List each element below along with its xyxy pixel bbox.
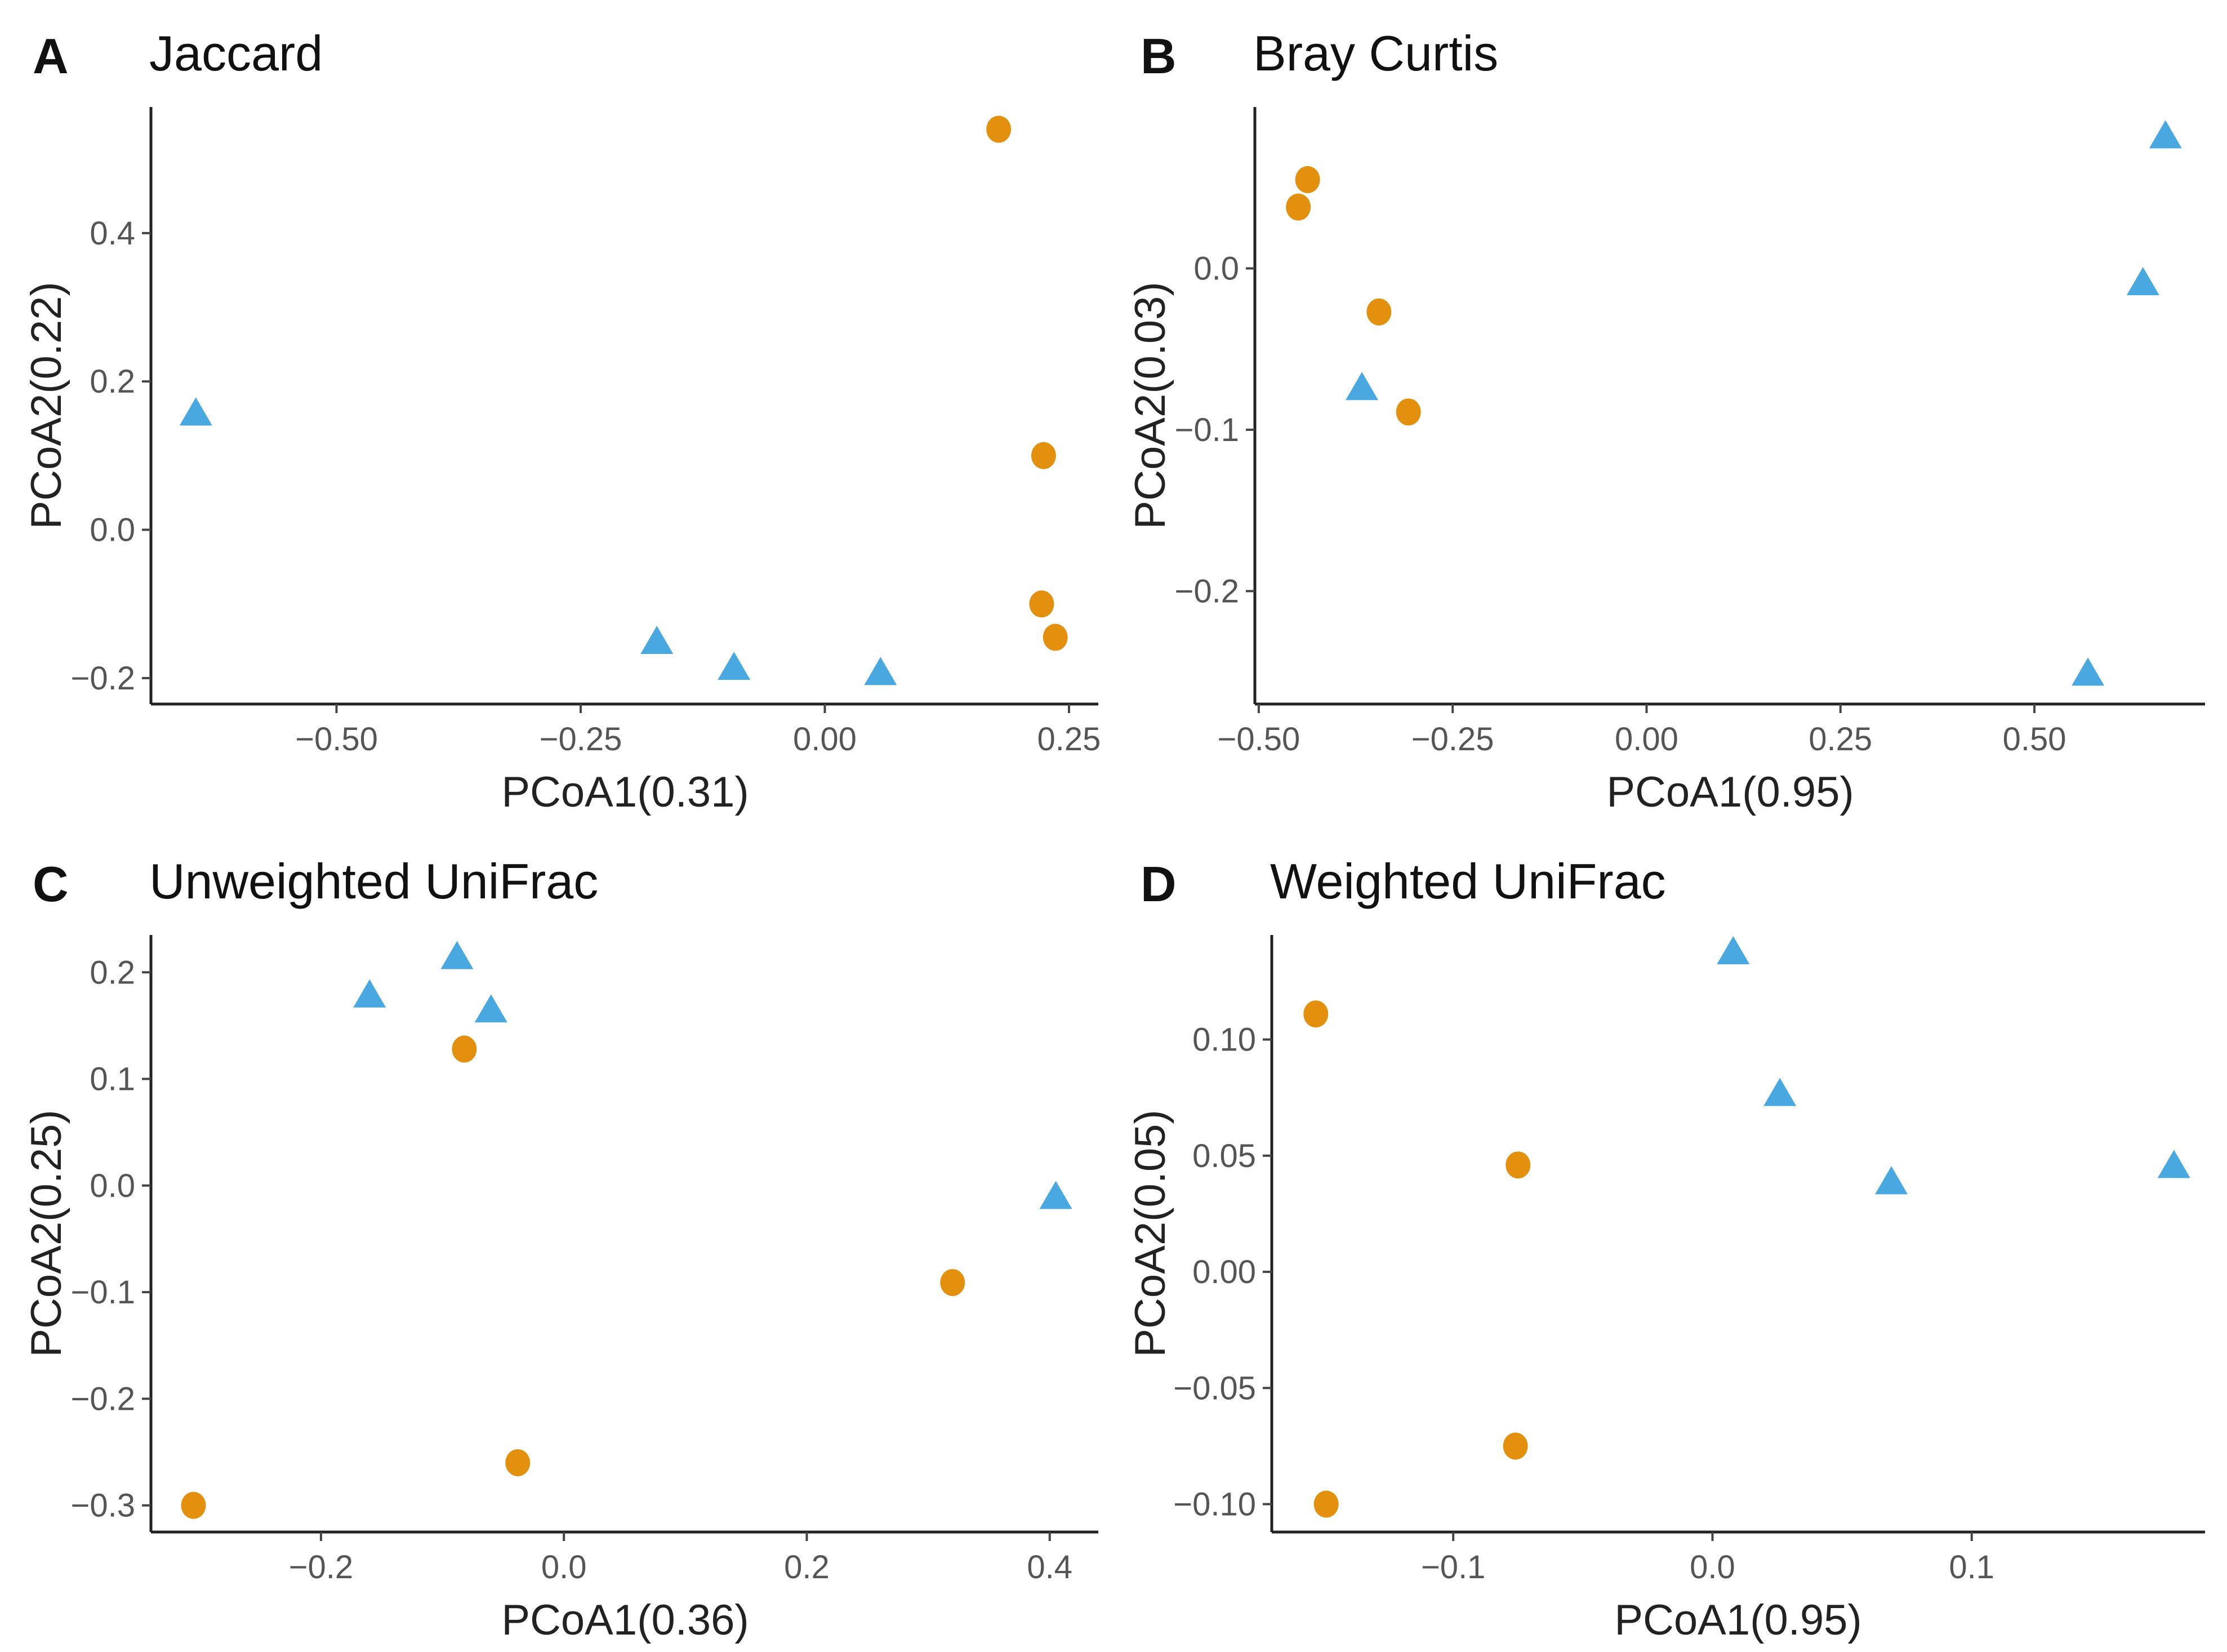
panel-b-points: [1286, 120, 2182, 686]
panel-a-triangle-point: [179, 397, 212, 426]
panel-b-triangle-point: [2072, 657, 2105, 686]
panel-c-circle-point: [452, 1035, 477, 1063]
panel-d-title: Weighted UniFrac: [1270, 853, 1666, 909]
panel-b-triangle-point: [2149, 120, 2182, 149]
panel-a-title: Jaccard: [149, 25, 323, 81]
panel-a-points: [179, 115, 1068, 685]
panel-b-triangle-point: [2126, 267, 2159, 296]
panel-a-circle-point: [986, 115, 1012, 143]
panel-d-points: [1303, 936, 2190, 1518]
panel-b-circle-point: [1396, 398, 1421, 426]
panel-c-letter: C: [33, 856, 69, 912]
panel-c-y-tick-label: 0.0: [90, 1168, 135, 1204]
panel-a-circle-point: [1031, 442, 1056, 469]
panel-c-xlabel: PCoA1(0.36): [501, 1596, 749, 1644]
panel-a-y-tick-label: 0.4: [90, 215, 135, 252]
panel-c-ylabel: PCoA2(0.25): [23, 1110, 70, 1357]
panel-b-y-tick-label: −0.2: [1175, 573, 1240, 609]
panel-d-x-ticks: −0.1 0.0 0.1: [1421, 1532, 1994, 1586]
panel-d-triangle-point: [1875, 1166, 1908, 1195]
panel-a-x-ticks: −0.50 −0.25 0.00 0.25: [295, 704, 1101, 758]
panel-c: C Unweighted UniFrac PCoA1(0.36) PCoA2(0…: [23, 853, 1098, 1644]
panel-d-triangle-point: [1763, 1077, 1797, 1106]
panel-b-x-tick-label: −0.50: [1218, 721, 1300, 758]
panel-c-x-tick-label: 0.4: [1027, 1549, 1072, 1586]
panel-a-y-tick-label: −0.2: [71, 660, 136, 697]
panel-c-triangle-point: [1039, 1181, 1072, 1209]
panel-d-circle-point: [1503, 1432, 1528, 1460]
panel-b-x-tick-label: −0.25: [1411, 721, 1494, 758]
panel-a-triangle-point: [718, 652, 751, 680]
panel-d-xlabel: PCoA1(0.95): [1614, 1596, 1861, 1644]
panel-a-triangle-point: [640, 626, 674, 654]
panel-b-y-tick-label: −0.1: [1175, 412, 1240, 448]
panel-b-title: Bray Curtis: [1253, 25, 1498, 81]
panel-d-x-tick-label: 0.0: [1690, 1549, 1735, 1586]
panel-c-triangle-point: [353, 979, 386, 1008]
panel-c-circle-point: [181, 1491, 206, 1519]
panel-d-circle-point: [1303, 1000, 1329, 1028]
panel-c-y-ticks: −0.3 −0.2 −0.1 0.0 0.1 0.2: [71, 954, 151, 1524]
panel-d-x-tick-label: −0.1: [1421, 1549, 1486, 1586]
panel-b-x-tick-label: 0.25: [1809, 721, 1872, 758]
panel-b-xlabel: PCoA1(0.95): [1606, 768, 1854, 816]
panel-c-x-tick-label: 0.2: [784, 1549, 830, 1586]
panel-a-y-tick-label: 0.0: [90, 512, 135, 549]
panel-d-x-tick-label: 0.1: [1949, 1549, 1994, 1586]
panel-a: A Jaccard PCoA1(0.31) PCoA2(0.22) −0.50−…: [23, 25, 1101, 816]
panel-b-x-ticks: −0.50 −0.25 0.00 0.25 0.50: [1218, 704, 2066, 758]
panel-b-letter: B: [1141, 28, 1177, 84]
panel-c-y-tick-label: −0.3: [71, 1488, 136, 1524]
panel-d: D Weighted UniFrac PCoA1(0.95) PCoA2(0.0…: [1126, 853, 2205, 1644]
panel-c-y-tick-label: 0.2: [90, 954, 135, 991]
panel-d-y-tick-label: 0.10: [1192, 1022, 1256, 1058]
panel-d-y-tick-label: −0.05: [1173, 1370, 1256, 1406]
panel-b-circle-point: [1286, 193, 1311, 221]
panel-b-y-tick-label: 0.0: [1193, 250, 1239, 287]
panel-a-y-tick-label: 0.2: [90, 363, 135, 400]
panel-a-x-tick-label: 0.25: [1037, 721, 1101, 758]
panel-b: B Bray Curtis PCoA1(0.95) PCoA2(0.03) −0…: [1126, 25, 2205, 816]
panel-d-triangle-point: [1717, 936, 1750, 964]
panel-a-circle-point: [1043, 624, 1068, 651]
panel-c-y-tick-label: −0.1: [71, 1274, 136, 1311]
panel-c-circle-point: [940, 1269, 965, 1297]
panel-c-title: Unweighted UniFrac: [149, 853, 598, 909]
panel-b-circle-point: [1366, 298, 1392, 326]
panel-b-circle-point: [1295, 166, 1320, 193]
panel-a-xlabel: PCoA1(0.31): [501, 768, 749, 816]
panel-c-y-tick-label: −0.2: [71, 1381, 136, 1417]
panel-a-y-ticks: −0.2 0.0 0.2 0.4: [71, 215, 151, 697]
panel-d-circle-point: [1506, 1151, 1531, 1179]
panel-a-x-tick-label: −0.50: [295, 721, 378, 758]
panel-c-y-tick-label: 0.1: [90, 1061, 135, 1098]
panel-d-y-ticks: −0.10 −0.05 0.00 0.05 0.10: [1173, 1022, 1272, 1523]
panel-c-x-ticks: −0.2 0.0 0.2 0.4: [289, 1532, 1072, 1586]
panel-a-circle-point: [1029, 590, 1054, 618]
panel-c-triangle-point: [440, 941, 474, 969]
panel-d-letter: D: [1141, 856, 1177, 912]
panel-a-x-tick-label: 0.00: [793, 721, 857, 758]
panel-d-y-tick-label: 0.05: [1192, 1138, 1256, 1174]
panel-b-x-tick-label: 0.00: [1615, 721, 1678, 758]
panel-d-triangle-point: [2157, 1150, 2190, 1178]
panel-d-ylabel: PCoA2(0.05): [1126, 1110, 1174, 1357]
panel-c-x-tick-label: 0.0: [541, 1549, 587, 1586]
panel-b-ylabel: PCoA2(0.03): [1126, 282, 1174, 529]
panel-c-circle-point: [505, 1449, 531, 1476]
panel-d-circle-point: [1313, 1490, 1339, 1518]
panel-c-x-tick-label: −0.2: [289, 1549, 354, 1586]
panel-a-letter: A: [33, 28, 69, 84]
panel-a-triangle-point: [864, 657, 897, 685]
panel-b-y-ticks: −0.2 −0.1 0.0: [1175, 250, 1255, 609]
panel-d-y-tick-label: 0.00: [1192, 1254, 1256, 1290]
panel-c-points: [181, 941, 1072, 1519]
panel-d-y-tick-label: −0.10: [1173, 1486, 1256, 1523]
panel-c-triangle-point: [474, 994, 507, 1023]
panel-b-triangle-point: [1346, 372, 1379, 400]
panel-b-x-tick-label: 0.50: [2003, 721, 2066, 758]
panel-a-ylabel: PCoA2(0.22): [23, 282, 70, 529]
panel-a-x-tick-label: −0.25: [540, 721, 622, 758]
